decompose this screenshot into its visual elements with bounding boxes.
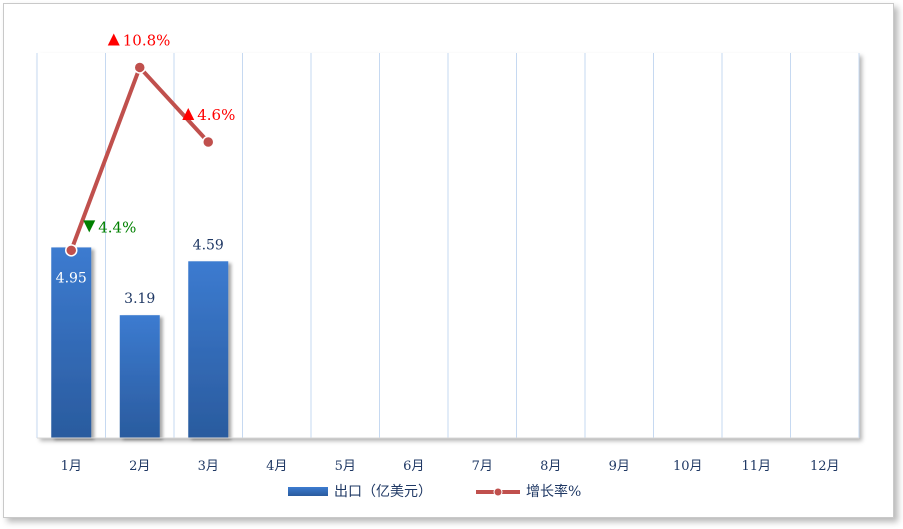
up-arrow-icon: [182, 108, 195, 121]
legend-bar-swatch: [288, 487, 328, 496]
growth-value-label: 10.8%: [123, 31, 171, 49]
x-tick-label: 7月: [472, 459, 493, 474]
x-axis-ticks: 1月 2月 3月 4月 5月 6月 7月 8月 9月 10月 11月 12月: [61, 459, 840, 474]
bar-series: [51, 247, 229, 438]
data-labels: 4.95 3.19 4.59 4.4% 10.8% 4.6%: [56, 31, 236, 307]
bar: [119, 315, 160, 438]
x-tick-label: 1月: [61, 459, 82, 474]
bar: [188, 261, 229, 438]
up-arrow-icon: [107, 33, 120, 46]
growth-value-label: 4.6%: [197, 106, 235, 124]
growth-value-label: 4.4%: [98, 218, 136, 236]
legend-line-label: 增长率%: [526, 483, 581, 500]
growth-point: [65, 244, 78, 257]
x-tick-label: 5月: [335, 459, 356, 474]
bar: [51, 247, 92, 438]
down-arrow-icon: [83, 220, 96, 233]
legend-line-marker: [493, 487, 503, 497]
x-tick-label: 6月: [403, 459, 424, 474]
bar-value-label: 4.59: [193, 237, 224, 253]
legend-bar-label: 出口（亿美元）: [334, 484, 432, 500]
x-tick-label: 2月: [129, 459, 150, 474]
x-tick-label: 3月: [198, 459, 219, 474]
x-tick-label: 8月: [540, 459, 561, 474]
bar-value-label: 3.19: [124, 291, 155, 307]
x-tick-label: 9月: [609, 459, 630, 474]
growth-point: [133, 61, 146, 74]
growth-point: [202, 135, 215, 149]
gridlines: [36, 53, 860, 438]
x-tick-label: 11月: [741, 459, 771, 474]
x-tick-label: 4月: [266, 459, 287, 474]
bar-value-label: 4.95: [56, 270, 87, 286]
x-tick-label: 12月: [810, 459, 840, 474]
x-tick-label: 10月: [673, 459, 703, 474]
legend: 出口（亿美元） 增长率%: [288, 483, 581, 500]
